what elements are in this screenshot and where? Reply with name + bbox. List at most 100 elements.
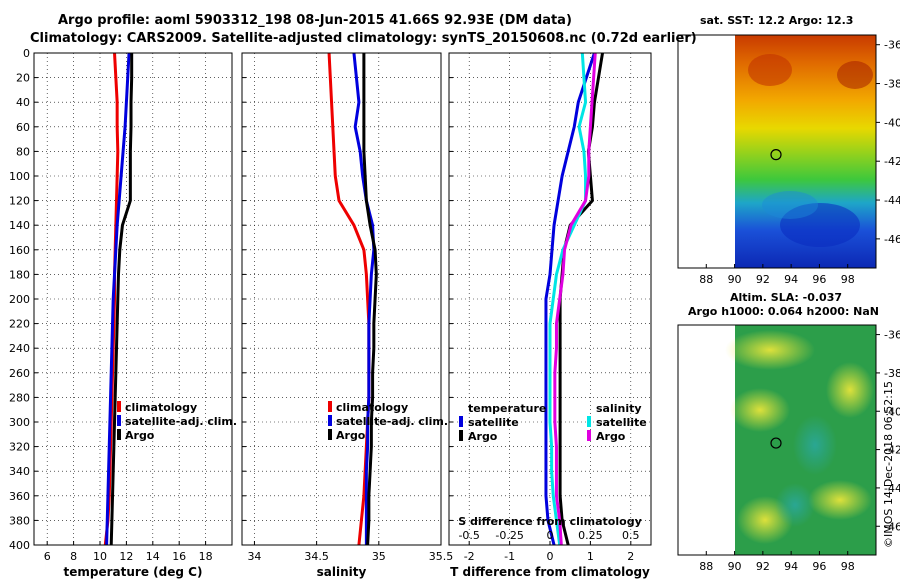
- temperature-panel: 6 8 10 12 14 16 180204060801001201401601802002…: [9, 47, 233, 579]
- plot-area: [242, 53, 441, 545]
- legend-label-s-argo: Argo: [596, 430, 626, 443]
- y-tick-label: 60: [16, 121, 30, 134]
- lon-tick-label: 88: [699, 273, 713, 286]
- plot-frame: [448, 52, 652, 546]
- s-tick-label: -0.25: [495, 529, 523, 542]
- lat-tick-label: -46: [884, 520, 900, 533]
- x-tick-label: 2: [627, 550, 634, 563]
- sla-low-patch: [793, 415, 837, 475]
- series-line-salinity-argo: [553, 52, 597, 546]
- x-tick-label: 35.5: [429, 550, 454, 563]
- legend-label-argo: Argo: [125, 429, 155, 442]
- x-tick-label: -1: [504, 550, 515, 563]
- legend-swatch-argo: [117, 429, 121, 440]
- legend-label-satellite: satellite-adj. clim.: [336, 415, 448, 428]
- sst-map: -36 -38 -40 -42 -44 -46 88 90 92 94 96 98: [677, 34, 900, 286]
- y-tick-label: 40: [16, 96, 30, 109]
- lat-tick-label: -42: [884, 155, 900, 168]
- x-tick-label: 8: [70, 550, 77, 563]
- sst-warm-patch: [748, 54, 792, 86]
- y-tick-label: 200: [9, 293, 30, 306]
- legend-label-climatology: climatology: [336, 401, 408, 414]
- y-tick-label: 120: [9, 195, 30, 208]
- x-tick-label: 34: [247, 550, 261, 563]
- x-axis-label: temperature (deg C): [64, 565, 203, 579]
- legend-swatch-s-argo: [587, 430, 591, 441]
- y-tick-label: 0: [23, 47, 30, 60]
- sla-low-patch: [775, 483, 815, 527]
- lat-tick-label: -36: [884, 329, 900, 342]
- y-tick-label: 300: [9, 416, 30, 429]
- lon-tick-label: 96: [812, 273, 826, 286]
- difference-legend: temperature satellite Argo salinity sate…: [459, 402, 647, 443]
- legend-label-argo: Argo: [336, 429, 366, 442]
- argo-float-marker: [770, 149, 782, 161]
- legend-label-t-satellite: satellite: [468, 416, 519, 429]
- y-tick-label: 320: [9, 441, 30, 454]
- argo-float-marker: [770, 437, 782, 449]
- sst-map-title: sat. SST: 12.2 Argo: 12.3: [700, 14, 853, 27]
- sla-high-patch: [730, 388, 790, 432]
- series-line-satellite-adj-clim-: [352, 52, 376, 545]
- lat-tick-label: -38: [884, 367, 900, 380]
- series-line-temperature-satellite: [544, 52, 596, 546]
- temperature-legend: climatology satellite-adj. clim. Argo: [117, 401, 237, 442]
- map-frame: [677, 34, 877, 269]
- lat-tick-label: -40: [884, 116, 900, 129]
- series-line-argo: [362, 53, 378, 546]
- lon-tick-label: 92: [756, 273, 770, 286]
- lon-tick-label: 90: [728, 560, 742, 573]
- s-tick-label: 0.25: [578, 529, 603, 542]
- y-tick-label: 220: [9, 318, 30, 331]
- lat-tick-label: -44: [884, 482, 900, 495]
- y-tick-label: 160: [9, 244, 30, 257]
- y-tick-label: 340: [9, 465, 30, 478]
- sla-map-title-2: Argo h1000: 0.064 h2000: NaN: [688, 305, 879, 318]
- sla-high-patch: [725, 330, 815, 370]
- series-line-argo: [109, 53, 134, 546]
- legend-label-t-argo: Argo: [468, 430, 498, 443]
- y-tick-label: 280: [9, 391, 30, 404]
- title-line-2: Climatology: CARS2009. Satellite-adjuste…: [30, 31, 697, 46]
- difference-panel: -2 -1 0 1 2 T difference from climatology S di…: [448, 52, 652, 579]
- y-tick-label: 80: [16, 145, 30, 158]
- title-line-1: Argo profile: aoml 5903312_198 08-Jun-20…: [58, 13, 572, 28]
- sst-warm-patch: [837, 61, 873, 89]
- legend-label-satellite: satellite-adj. clim.: [125, 415, 237, 428]
- lat-tick-label: -42: [884, 444, 900, 457]
- legend-swatch-climatology: [117, 401, 121, 412]
- y-tick-label: 100: [9, 170, 30, 183]
- x-axis-label: T difference from climatology: [450, 565, 650, 579]
- legend-swatch-satellite: [117, 415, 121, 426]
- sst-cold-patch: [762, 191, 818, 219]
- salinity-legend: climatology satellite-adj. clim. Argo: [328, 401, 448, 442]
- x-tick-label: -2: [464, 550, 475, 563]
- y-tick-label: 400: [9, 539, 30, 552]
- lat-tick-label: -40: [884, 405, 900, 418]
- series-line-satellite-adj-clim-: [105, 52, 131, 546]
- y-tick-label: 20: [16, 72, 30, 85]
- legend-swatch-t-argo: [459, 430, 463, 441]
- y-tick-label: 360: [9, 490, 30, 503]
- legend-label-climatology: climatology: [125, 401, 197, 414]
- lon-tick-label: 94: [784, 560, 798, 573]
- x-tick-label: 0: [547, 550, 554, 563]
- y-tick-label: 140: [9, 219, 30, 232]
- x-axis-label: salinity: [317, 565, 367, 579]
- s-tick-label: -0.5: [458, 529, 479, 542]
- salinity-panel: 34 34.5 35 35.5 salinity: [241, 52, 454, 579]
- legend-label-s-satellite: satellite: [596, 416, 647, 429]
- lat-tick-label: -36: [884, 39, 900, 52]
- plot-frame: [33, 52, 233, 546]
- legend-swatch-s-satellite: [587, 416, 591, 427]
- imos-watermark: ©IMOS 14-Dec-2018 06:52:15: [882, 381, 895, 548]
- x-tick-label: 1: [587, 550, 594, 563]
- series-line-salinity-satellite: [548, 52, 588, 546]
- lon-tick-label: 92: [756, 560, 770, 573]
- x-tick-label: 34.5: [304, 550, 329, 563]
- map-frame: [677, 324, 877, 556]
- legend-heading-salinity: salinity: [596, 402, 642, 415]
- lat-tick-label: -46: [884, 233, 900, 246]
- y-tick-label: 380: [9, 514, 30, 527]
